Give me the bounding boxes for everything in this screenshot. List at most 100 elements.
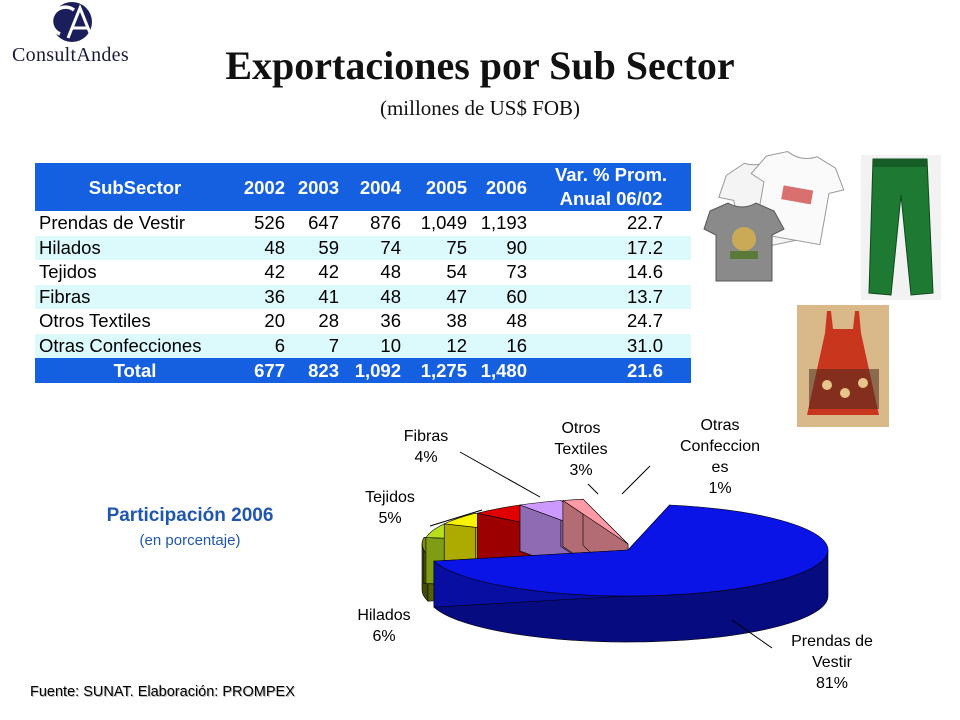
pie-label-line: 81% xyxy=(816,675,848,692)
header-year: 2004 xyxy=(343,163,405,211)
header-year: 2005 xyxy=(405,163,471,211)
exports-table: SubSector 2002 2003 2004 2005 2006 Var. … xyxy=(35,163,691,383)
row-value: 73 xyxy=(471,260,531,285)
row-var: 13.7 xyxy=(531,284,691,309)
table-row: Otros Textiles 20 28 36 38 48 24.7 xyxy=(35,309,691,334)
table-row: Otras Confecciones 6 7 10 12 16 31.0 xyxy=(35,333,691,358)
row-label: Tejidos xyxy=(35,260,235,285)
leader-line xyxy=(459,451,541,498)
row-value: 74 xyxy=(343,235,405,260)
row-value: 7 xyxy=(289,333,343,358)
row-value: 54 xyxy=(405,260,471,285)
table-total-row: Total 677 823 1,092 1,275 1,480 21.6 xyxy=(35,358,691,383)
row-value: 526 xyxy=(235,211,289,236)
pie-label-line: Hilados xyxy=(357,607,410,624)
pie-slice-prendas-de-vestir xyxy=(433,504,829,643)
row-value: 48 xyxy=(235,235,289,260)
slice-top xyxy=(433,504,829,597)
total-cell: 677 xyxy=(235,358,289,383)
pie-label-fibras: Fibras 4% xyxy=(404,428,541,498)
row-var: 22.7 xyxy=(531,211,691,236)
pie-label-line: 4% xyxy=(414,449,437,466)
header-var-line2: Anual 06/02 xyxy=(559,188,663,209)
row-value: 90 xyxy=(471,235,531,260)
pie-label-line: es xyxy=(712,459,729,476)
slice-top xyxy=(562,498,629,545)
row-value: 28 xyxy=(289,309,343,334)
dress-image xyxy=(797,305,889,427)
pie-label-tejidos: Tejidos 5% xyxy=(365,489,483,527)
row-value: 16 xyxy=(471,333,531,358)
pie-label-otros-textiles: Otros Textiles 3% xyxy=(554,420,608,495)
row-var: 14.6 xyxy=(531,260,691,285)
pie-label-line: Prendas de xyxy=(791,633,873,650)
total-cell: 1,092 xyxy=(343,358,405,383)
row-value: 42 xyxy=(289,260,343,285)
total-var: 21.6 xyxy=(531,358,691,383)
row-label: Prendas de Vestir xyxy=(35,211,235,236)
pie-label-line: Fibras xyxy=(404,428,448,445)
row-value: 12 xyxy=(405,333,471,358)
green-pants-image xyxy=(861,155,941,300)
header-year: 2003 xyxy=(289,163,343,211)
row-var: 24.7 xyxy=(531,309,691,334)
page-title: Exportaciones por Sub Sector xyxy=(225,43,735,88)
row-value: 6 xyxy=(235,333,289,358)
row-value: 60 xyxy=(471,284,531,309)
pie-label-prendas-de-vestir: Prendas de Vestir 81% xyxy=(731,619,873,692)
leader-line xyxy=(429,509,483,527)
pie-label-line: Tejidos xyxy=(365,489,415,506)
pie-slices xyxy=(421,498,829,643)
pie-label-otras-confecciones: Otras Confeccion es 1% xyxy=(621,417,760,497)
leader-line xyxy=(621,465,651,495)
row-value: 48 xyxy=(471,309,531,334)
pie-label-line: Textiles xyxy=(554,441,607,458)
row-value: 41 xyxy=(289,284,343,309)
pie-label-line: 5% xyxy=(378,510,401,527)
total-cell: 823 xyxy=(289,358,343,383)
leader-line xyxy=(731,619,773,649)
table-row: Prendas de Vestir 526 647 876 1,049 1,193 22.7 xyxy=(35,211,691,236)
total-label: Total xyxy=(35,358,235,383)
row-value: 1,193 xyxy=(471,211,531,236)
chart-title: Participación 2006 xyxy=(106,505,274,526)
pie-label-line: Otras xyxy=(700,417,739,434)
row-value: 36 xyxy=(235,284,289,309)
row-value: 48 xyxy=(343,260,405,285)
row-value: 876 xyxy=(343,211,405,236)
row-label: Fibras xyxy=(35,284,235,309)
header-var-line1: Var. % Prom. xyxy=(554,164,668,185)
row-value: 36 xyxy=(343,309,405,334)
row-value: 38 xyxy=(405,309,471,334)
row-value: 47 xyxy=(405,284,471,309)
pie-label-line: 3% xyxy=(569,462,592,479)
table-header-row: SubSector 2002 2003 2004 2005 2006 Var. … xyxy=(35,163,691,211)
row-value: 1,049 xyxy=(405,211,471,236)
row-value: 48 xyxy=(343,284,405,309)
row-value: 42 xyxy=(235,260,289,285)
header-year: 2002 xyxy=(235,163,289,211)
table-row: Hilados 48 59 74 75 90 17.2 xyxy=(35,235,691,260)
row-value: 10 xyxy=(343,333,405,358)
table-row: Tejidos 42 42 48 54 73 14.6 xyxy=(35,260,691,285)
row-label: Hilados xyxy=(35,235,235,260)
pie-label-line: Vestir xyxy=(812,654,853,671)
total-cell: 1,275 xyxy=(405,358,471,383)
page-subtitle: (millones de US$ FOB) xyxy=(379,96,581,120)
header-year: 2006 xyxy=(471,163,531,211)
row-value: 75 xyxy=(405,235,471,260)
row-value: 59 xyxy=(289,235,343,260)
row-var: 31.0 xyxy=(531,333,691,358)
row-var: 17.2 xyxy=(531,235,691,260)
row-label: Otras Confecciones xyxy=(35,333,235,358)
total-cell: 1,480 xyxy=(471,358,531,383)
table-row: Fibras 36 41 48 47 60 13.7 xyxy=(35,284,691,309)
consultandes-logo xyxy=(49,2,94,42)
header-var: Var. % Prom. Anual 06/02 xyxy=(531,163,691,211)
pie-label-line: 6% xyxy=(372,628,395,645)
chart-subtitle: (en porcentaje) xyxy=(139,532,241,549)
pie-label-line: Confeccion xyxy=(680,438,760,455)
row-value: 20 xyxy=(235,309,289,334)
header-subsector: SubSector xyxy=(35,163,235,211)
